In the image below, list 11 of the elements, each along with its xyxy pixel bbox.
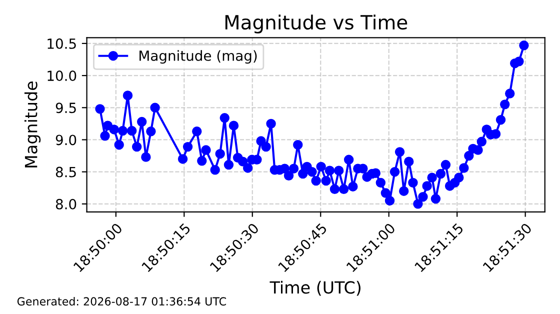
y-tick-label: 9.5 bbox=[56, 102, 76, 114]
y-axis-title: Magnitude bbox=[24, 82, 41, 168]
legend-label: Magnitude (mag) bbox=[140, 50, 257, 64]
x-axis-title: Time (UTC) bbox=[270, 280, 360, 296]
y-tick-label: 9.0 bbox=[56, 134, 76, 146]
y-tick-label: 8.5 bbox=[56, 166, 76, 178]
y-tick-label: 8.0 bbox=[56, 198, 76, 210]
y-tick-label: 10.0 bbox=[48, 70, 76, 82]
chart-title: Magnitude vs Time bbox=[225, 14, 408, 34]
y-tick-label: 10.5 bbox=[48, 38, 76, 49]
text: Generated: 2026-08-17 01:36:54 UTC bbox=[17, 296, 226, 306]
